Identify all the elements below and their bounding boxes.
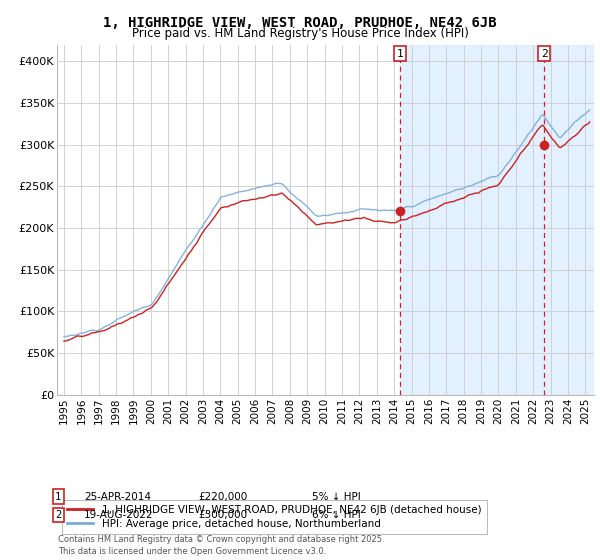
Bar (400, 45, 594, 395)
Text: £300,000: £300,000 (198, 510, 247, 520)
Text: 5% ↓ HPI: 5% ↓ HPI (312, 492, 361, 502)
Text: 1: 1 (55, 492, 61, 502)
Legend: 1, HIGHRIDGE VIEW, WEST ROAD, PRUDHOE, NE42 6JB (detached house), HPI: Average p: 1, HIGHRIDGE VIEW, WEST ROAD, PRUDHOE, N… (62, 500, 487, 534)
Text: 1: 1 (397, 49, 403, 59)
Text: 6% ↓ HPI: 6% ↓ HPI (312, 510, 361, 520)
Text: 19-AUG-2022: 19-AUG-2022 (84, 510, 154, 520)
Text: £220,000: £220,000 (198, 492, 247, 502)
Text: 25-APR-2014: 25-APR-2014 (84, 492, 151, 502)
Text: 1, HIGHRIDGE VIEW, WEST ROAD, PRUDHOE, NE42 6JB: 1, HIGHRIDGE VIEW, WEST ROAD, PRUDHOE, N… (103, 16, 497, 30)
Text: Contains HM Land Registry data © Crown copyright and database right 2025.
This d: Contains HM Land Registry data © Crown c… (58, 535, 385, 556)
Text: 2: 2 (541, 49, 547, 59)
Text: Price paid vs. HM Land Registry's House Price Index (HPI): Price paid vs. HM Land Registry's House … (131, 27, 469, 40)
Text: 2: 2 (55, 510, 61, 520)
